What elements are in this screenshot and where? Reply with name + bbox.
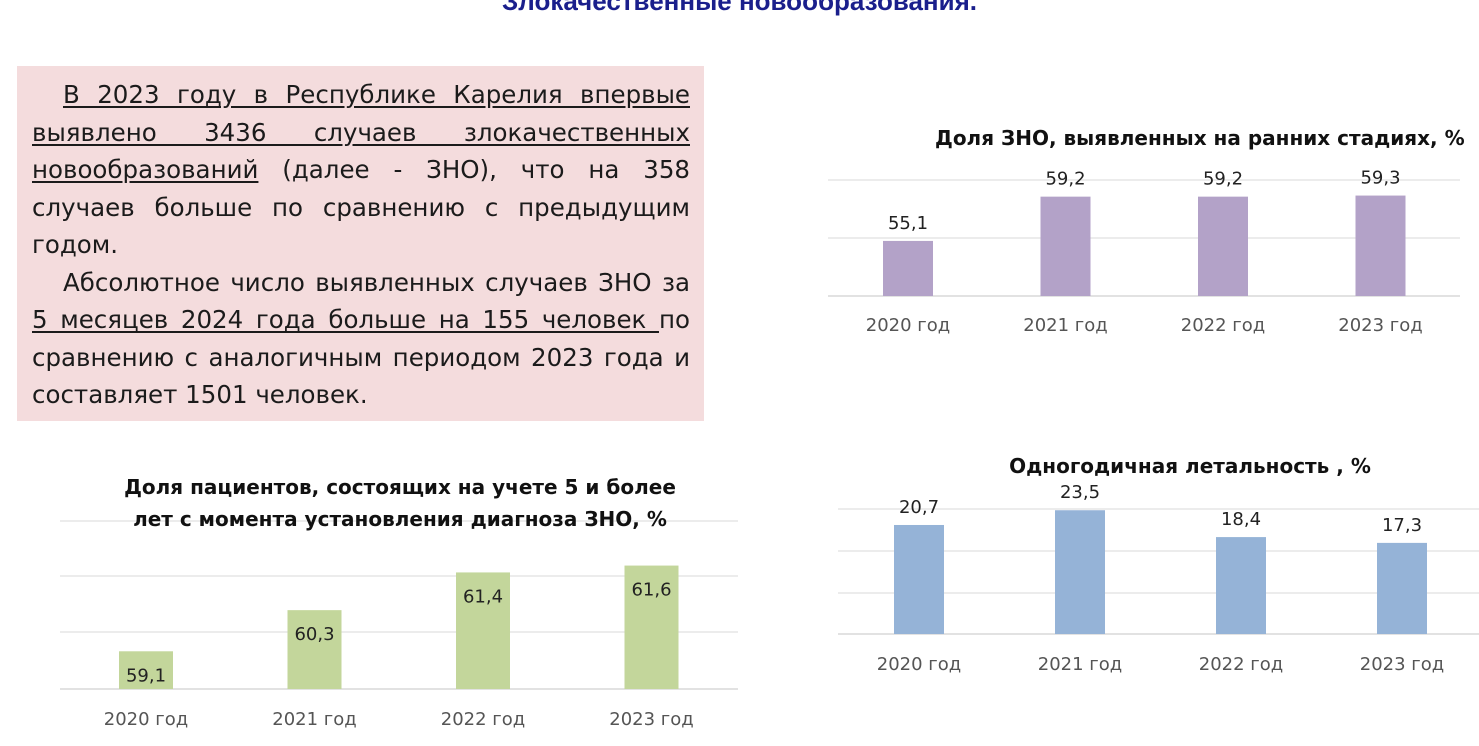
early-stage-chart-title: Доля ЗНО, выявленных на ранних стадиях, … — [935, 126, 1465, 150]
category-label: 2020 год — [104, 709, 188, 730]
category-label: 2021 год — [272, 709, 356, 730]
bar — [1040, 196, 1091, 296]
category-label: 2020 год — [866, 315, 950, 336]
data-label: 17,3 — [1382, 515, 1422, 536]
bar — [1055, 510, 1105, 634]
bar — [1198, 196, 1248, 296]
data-label: 55,1 — [888, 213, 928, 234]
summary-text-box: В 2023 году в Республике Карелия впервые… — [17, 66, 704, 421]
summary-text: по сравнению с аналогичным периодом 2023… — [32, 305, 690, 409]
five-year-chart-title-line-1: Доля пациентов, состоящих на учете 5 и б… — [124, 475, 676, 499]
five-year-chart-title: Доля пациентов, состоящих на учете 5 и б… — [60, 471, 740, 535]
bar — [456, 572, 510, 689]
category-label: 2021 год — [1038, 654, 1122, 675]
summary-underlined-fact: 5 месяцев 2024 года больше на 155 челове… — [32, 305, 659, 334]
five-year-chart-title-line-2: лет с момента установления диагноза ЗНО,… — [133, 507, 667, 531]
category-label: 2022 год — [1199, 654, 1283, 675]
category-label: 2020 год — [877, 654, 961, 675]
bar — [883, 240, 933, 296]
five-year-chart: 59,1 2020 год 60,3 2021 год 61,4 2022 год 61,6… — [60, 520, 738, 730]
data-label: 20,7 — [899, 497, 939, 518]
data-label: 59,2 — [1045, 169, 1085, 190]
data-label: 61,6 — [631, 580, 671, 601]
summary-text: Абсолютное число выявленных случаев ЗНО … — [63, 267, 690, 297]
data-label: 59,3 — [1360, 168, 1400, 189]
bar — [1355, 195, 1406, 296]
bar — [624, 565, 679, 689]
category-label: 2022 год — [1181, 315, 1265, 336]
summary-underlined-fact: В 2023 году в Республике Карелия впервые… — [32, 80, 690, 184]
category-label: 2023 год — [1338, 315, 1422, 336]
category-label: 2021 год — [1023, 315, 1107, 336]
category-label: 2022 год — [441, 709, 525, 730]
data-label: 60,3 — [294, 624, 334, 645]
data-label: 59,2 — [1203, 169, 1243, 190]
mortality-chart: 20,7 2020 год 23,5 2021 год 18,4 2022 год 17,3… — [838, 482, 1479, 675]
data-label: 61,4 — [463, 586, 503, 607]
summary-text: (далее - ЗНО), что на 358 случаев больше… — [32, 155, 690, 259]
bar — [894, 524, 944, 634]
mortality-chart-title: Одногодичная летальность , % — [1009, 454, 1371, 478]
bar — [287, 610, 342, 689]
summary-paragraph-2: Абсолютное число выявленных случаев ЗНО … — [32, 264, 690, 414]
bar — [119, 651, 173, 689]
bar — [1216, 537, 1266, 634]
slide-title: Злокачественные новообразования. — [501, 0, 978, 16]
data-label: 18,4 — [1221, 509, 1261, 530]
data-label: 23,5 — [1060, 482, 1100, 503]
category-label: 2023 год — [1360, 654, 1444, 675]
data-label: 59,1 — [126, 665, 166, 686]
early-stage-chart: 55,1 2020 год 59,2 2021 год 59,2 2022 год 59,3… — [828, 168, 1460, 336]
bar — [1377, 542, 1427, 634]
summary-paragraph-1: В 2023 году в Республике Карелия впервые… — [32, 76, 690, 264]
category-label: 2023 год — [609, 709, 693, 730]
